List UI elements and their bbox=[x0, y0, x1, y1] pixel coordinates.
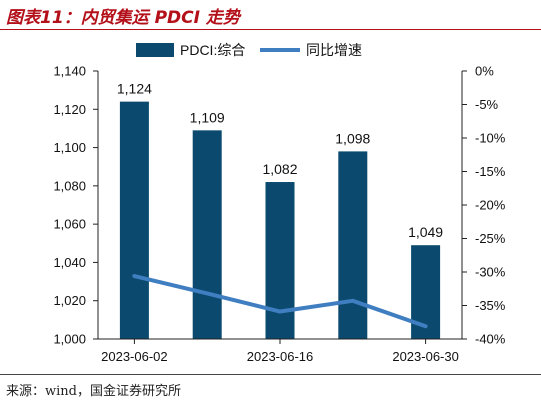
left-axis: 1,000 1,020 1,040 1,060 1,080 1,100 1,120 1,140 bbox=[53, 64, 99, 347]
right-tick-label: -35% bbox=[475, 298, 506, 313]
chart-title: 图表11：内贸集运 PDCI 走势 bbox=[6, 8, 240, 28]
left-tick-label: 1,060 bbox=[53, 217, 86, 232]
legend-label-bar: PDCI:综合 bbox=[180, 42, 245, 58]
bar bbox=[119, 101, 149, 339]
source-note: 来源：wind，国金证券研究所 bbox=[6, 384, 181, 399]
legend-label-line: 同比增速 bbox=[306, 42, 362, 58]
x-tick-label: 2023-06-16 bbox=[247, 349, 314, 364]
left-tick-label: 1,140 bbox=[53, 64, 86, 79]
right-tick-label: -15% bbox=[475, 164, 506, 179]
left-tick-label: 1,120 bbox=[53, 102, 86, 117]
x-tick-label: 2023-06-30 bbox=[392, 349, 459, 364]
source-divider bbox=[0, 374, 541, 375]
bar-data-label: 1,109 bbox=[190, 109, 225, 125]
legend-swatch-bar bbox=[136, 43, 174, 57]
right-axis: 0% -5% -10% -15% -20% -25% -30% -35% -40% bbox=[461, 64, 506, 347]
bar-data-label: 1,049 bbox=[408, 224, 443, 240]
left-tick-label: 1,020 bbox=[53, 293, 86, 308]
left-tick-label: 1,040 bbox=[53, 255, 86, 270]
right-tick-label: -10% bbox=[475, 131, 506, 146]
x-axis: 2023-06-02 2023-06-16 2023-06-30 bbox=[98, 338, 462, 364]
title-divider bbox=[0, 29, 541, 30]
yoy-growth-line bbox=[132, 274, 428, 329]
left-tick-label: 1,000 bbox=[53, 332, 86, 347]
chart-area: PDCI:综合 同比增速 1,000 1,020 1,040 1,060 1,080 1,1… bbox=[53, 42, 506, 364]
bar bbox=[338, 151, 368, 339]
legend: PDCI:综合 同比增速 bbox=[136, 42, 362, 58]
x-tick-label: 2023-06-02 bbox=[101, 349, 168, 364]
bar-data-label: 1,098 bbox=[335, 130, 370, 146]
right-tick-label: -5% bbox=[475, 97, 499, 112]
bar-data-label: 1,124 bbox=[117, 81, 152, 97]
right-tick-label: -30% bbox=[475, 265, 506, 280]
right-tick-label: 0% bbox=[475, 64, 494, 79]
bar bbox=[192, 130, 222, 339]
left-tick-label: 1,080 bbox=[53, 178, 86, 193]
right-tick-label: -20% bbox=[475, 198, 506, 213]
line-series bbox=[132, 274, 428, 329]
bar-data-label: 1,082 bbox=[262, 161, 297, 177]
bar-series: 1,124 1,109 1,082 1,098 1,049 bbox=[117, 81, 443, 339]
right-tick-label: -40% bbox=[475, 332, 506, 347]
left-tick-label: 1,100 bbox=[53, 140, 86, 155]
bar bbox=[265, 182, 295, 339]
right-tick-label: -25% bbox=[475, 231, 506, 246]
